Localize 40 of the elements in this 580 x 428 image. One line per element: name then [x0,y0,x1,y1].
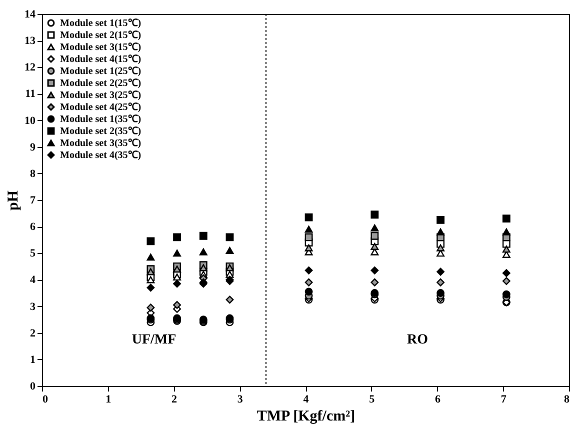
legend-label: Module set 4(15℃) [60,54,142,65]
y-tick-label: 5 [30,248,36,260]
y-tick-label: 13 [24,35,36,48]
legend-label: Module set 4(35℃) [60,150,142,161]
y-tick-label: 9 [30,141,36,154]
x-tick-label: 6 [435,394,441,406]
x-tick-label: 3 [237,394,244,406]
y-tick-label: 2 [30,327,36,340]
annotation: RO [406,332,428,348]
y-tick-label: 11 [25,88,36,100]
y-tick-label: 14 [24,8,36,20]
y-tick-label: 7 [30,194,36,206]
x-tick-label: 0 [42,394,48,406]
legend-label: Module set 3(35℃) [60,138,142,149]
y-tick-label: 12 [24,62,36,74]
y-tick-label: 1 [30,354,36,366]
y-tick-label: 8 [30,168,36,180]
x-tick-label: 1 [106,394,112,406]
legend-label: Module set 1(35℃) [60,114,142,125]
legend-label: Module set 1(25℃) [60,66,142,77]
x-tick-label: 2 [172,394,178,406]
y-tick-label: 4 [30,274,36,286]
legend-label: Module set 2(25℃) [60,78,142,89]
annotation: UF/MF [132,332,176,348]
x-tick-label: 5 [369,394,376,406]
legend-label: Module set 3(25℃) [60,90,142,101]
y-tick-label: 0 [30,380,36,392]
x-tick-label: 7 [500,394,507,406]
y-tick-label: 3 [30,300,36,313]
legend-label: Module set 1(15℃) [60,18,142,29]
legend-label: Module set 2(35℃) [60,126,142,137]
legend-label: Module set 2(15℃) [60,30,142,41]
legend-label: Module set 3(15℃) [60,42,142,53]
y-axis-title: pH [6,190,22,211]
y-tick-label: 10 [24,114,36,127]
x-tick-label: 8 [564,394,570,406]
x-tick-label: 4 [303,394,310,406]
legend-label: Module set 4(25℃) [60,102,142,113]
x-axis-title: TMP [Kgf/cm²] [256,408,356,424]
y-tick-label: 6 [30,221,36,234]
